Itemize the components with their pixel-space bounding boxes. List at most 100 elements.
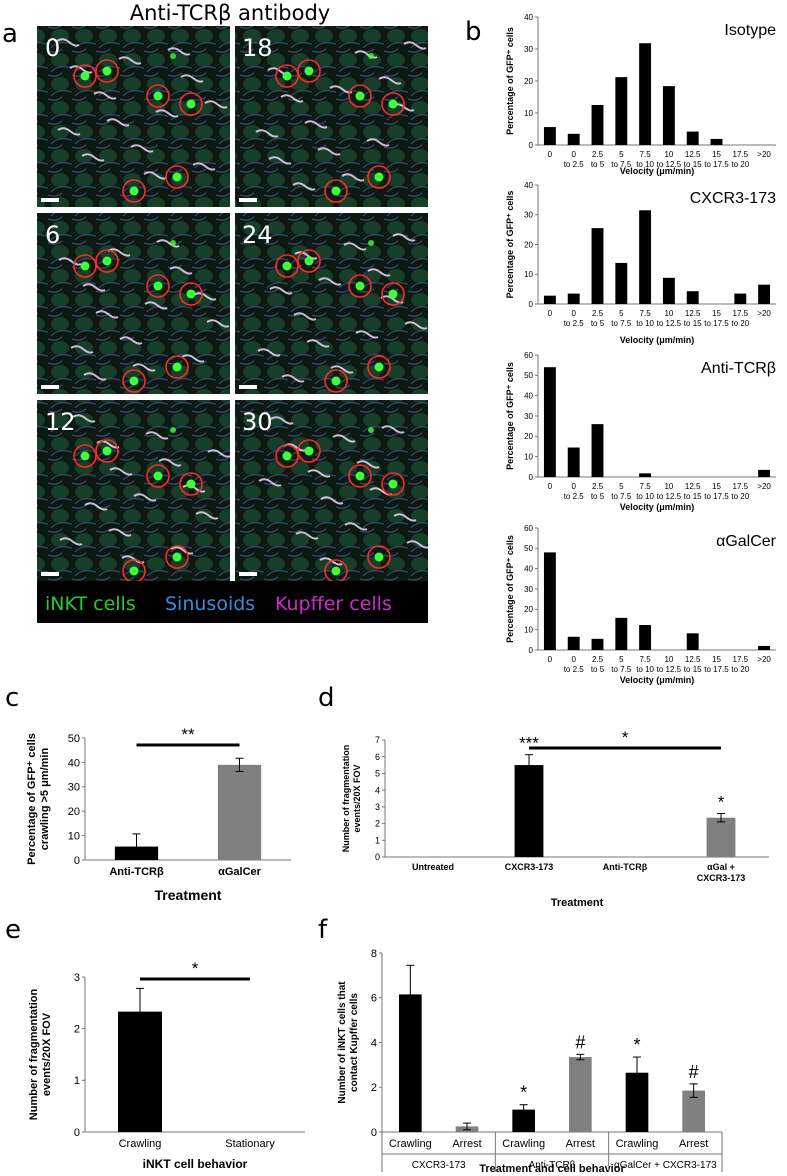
x-tick-label: 12.5 xyxy=(685,150,701,159)
tracking-circle xyxy=(73,64,97,88)
bar xyxy=(662,86,675,145)
y-tick-label: 1 xyxy=(375,835,380,845)
x-tick-label: 7.5 xyxy=(640,309,652,318)
x-tick-label: to 10 xyxy=(636,160,654,169)
x-tick-label: αGal + xyxy=(707,862,735,872)
x-tick-label: to 2.5 xyxy=(564,319,585,328)
kupffer-streak xyxy=(118,56,142,65)
x-tick-label: 7.5 xyxy=(640,655,652,664)
tracking-circle xyxy=(146,464,170,488)
x-tick-label: 0 xyxy=(571,655,576,664)
scale-bar xyxy=(41,572,59,576)
x-tick-label: 15 xyxy=(712,482,721,491)
y-tick-label: 0 xyxy=(371,1127,377,1139)
significance-marker: # xyxy=(575,1032,585,1052)
x-tick-label: 2.5 xyxy=(592,309,604,318)
kupffer-streak xyxy=(93,91,117,100)
y-tick-label: 0 xyxy=(529,141,534,150)
inkt-cell xyxy=(282,71,292,81)
kupffer-streak xyxy=(119,336,143,345)
kupffer-streak xyxy=(317,147,341,156)
kupffer-streak xyxy=(270,416,294,425)
inkt-cell xyxy=(388,289,398,299)
kupffer-streak xyxy=(170,546,194,555)
inkt-cell xyxy=(172,552,182,562)
panel-label-e: e xyxy=(5,915,21,945)
kupffer-streak xyxy=(404,321,428,330)
y-tick-label: 3 xyxy=(375,802,380,812)
x-tick-label: to 10 xyxy=(636,319,654,328)
x-axis-label: Treatment xyxy=(155,887,222,903)
inkt-cell xyxy=(170,427,176,433)
microscopy-panel: Anti-TCRβ antibody 0 18 6 24 12 30 iNKT … xyxy=(37,1,430,623)
kupffer-streak xyxy=(204,100,228,109)
scale-bar xyxy=(239,198,257,202)
y-tick-label: 10 xyxy=(524,452,533,461)
kupffer-streak xyxy=(207,449,231,458)
kupffer-streak xyxy=(58,257,82,266)
tracking-circle xyxy=(165,545,189,569)
kupffer-streak xyxy=(81,153,105,162)
x-tick-label: CXCR3-173 xyxy=(697,873,746,883)
tracking-circle xyxy=(367,545,391,569)
x-tick-label: to 17.5 xyxy=(704,319,729,328)
tracking-circle xyxy=(95,249,119,273)
tracking-circle xyxy=(381,92,405,116)
inkt-cell xyxy=(102,66,112,76)
bar xyxy=(682,1090,705,1132)
y-tick-label: 4 xyxy=(371,1037,377,1049)
y-axis-label: Number of iNKT cells that xyxy=(337,981,348,1104)
x-axis-label: Treatment xyxy=(551,897,604,909)
x-tick-label: to 17.5 xyxy=(704,160,729,169)
inkt-cell xyxy=(304,66,314,76)
kupffer-streak xyxy=(304,120,328,129)
tracking-circle xyxy=(179,92,203,116)
kupffer-streak xyxy=(381,425,405,434)
tracking-circle xyxy=(165,355,189,379)
inkt-cell xyxy=(153,91,163,101)
inkt-cell xyxy=(129,186,139,196)
panel-label-d: d xyxy=(318,683,335,713)
x-tick-label: 10 xyxy=(664,309,673,318)
kupffer-streak xyxy=(307,469,331,478)
significance-marker: * xyxy=(192,959,199,978)
tracking-circle xyxy=(381,472,405,496)
kupffer-streak xyxy=(155,109,179,118)
tracking-circle xyxy=(367,355,391,379)
kupffer-streak xyxy=(255,129,279,138)
x-tick-label: 0 xyxy=(548,309,553,318)
chart-d: 0 1 2 3 4 5 6 7 Untreated *** CXCR3-173 Anti-TCRβ * α… xyxy=(341,728,769,909)
frame-image xyxy=(37,213,230,394)
kupffer-streak xyxy=(295,531,319,540)
x-tick-label: to 12.5 xyxy=(657,160,682,169)
x-tick-label: to 5 xyxy=(591,665,605,674)
scale-bar xyxy=(239,385,257,389)
x-tick-label: >20 xyxy=(757,482,771,491)
y-tick-label: 0 xyxy=(529,473,534,482)
kupffer-streak xyxy=(193,292,217,301)
frame-image xyxy=(37,26,230,207)
kupffer-streak xyxy=(392,233,416,242)
tracking-circle xyxy=(122,369,146,393)
bar xyxy=(639,624,652,650)
bar xyxy=(591,638,604,650)
kupffer-streak xyxy=(169,266,193,275)
chart-f: 0 2 4 6 8 Crawling Arrest * Crawling # Arrest * Craw… xyxy=(337,948,722,1175)
x-tick-label: 0 xyxy=(571,309,576,318)
x-tick-label: 0 xyxy=(548,655,553,664)
frame-time-label: 6 xyxy=(45,221,60,249)
x-tick-label: >20 xyxy=(757,655,771,664)
chart-title: Isotype xyxy=(724,22,776,39)
x-tick-label: 10 xyxy=(664,482,673,491)
x-tick-label: 12.5 xyxy=(685,482,701,491)
x-tick-label: to 20 xyxy=(731,492,749,501)
kupffer-streak xyxy=(294,251,318,260)
inkt-cell xyxy=(172,172,182,182)
kupffer-streak xyxy=(332,434,356,443)
chart-c: 0 10 20 30 40 50 Anti-TCRβ αGalCer ** Treatment Pe… xyxy=(26,725,291,903)
tracking-circle xyxy=(324,179,348,203)
bar xyxy=(686,291,699,304)
y-axis-label: Number of fragmentation xyxy=(28,989,40,1121)
